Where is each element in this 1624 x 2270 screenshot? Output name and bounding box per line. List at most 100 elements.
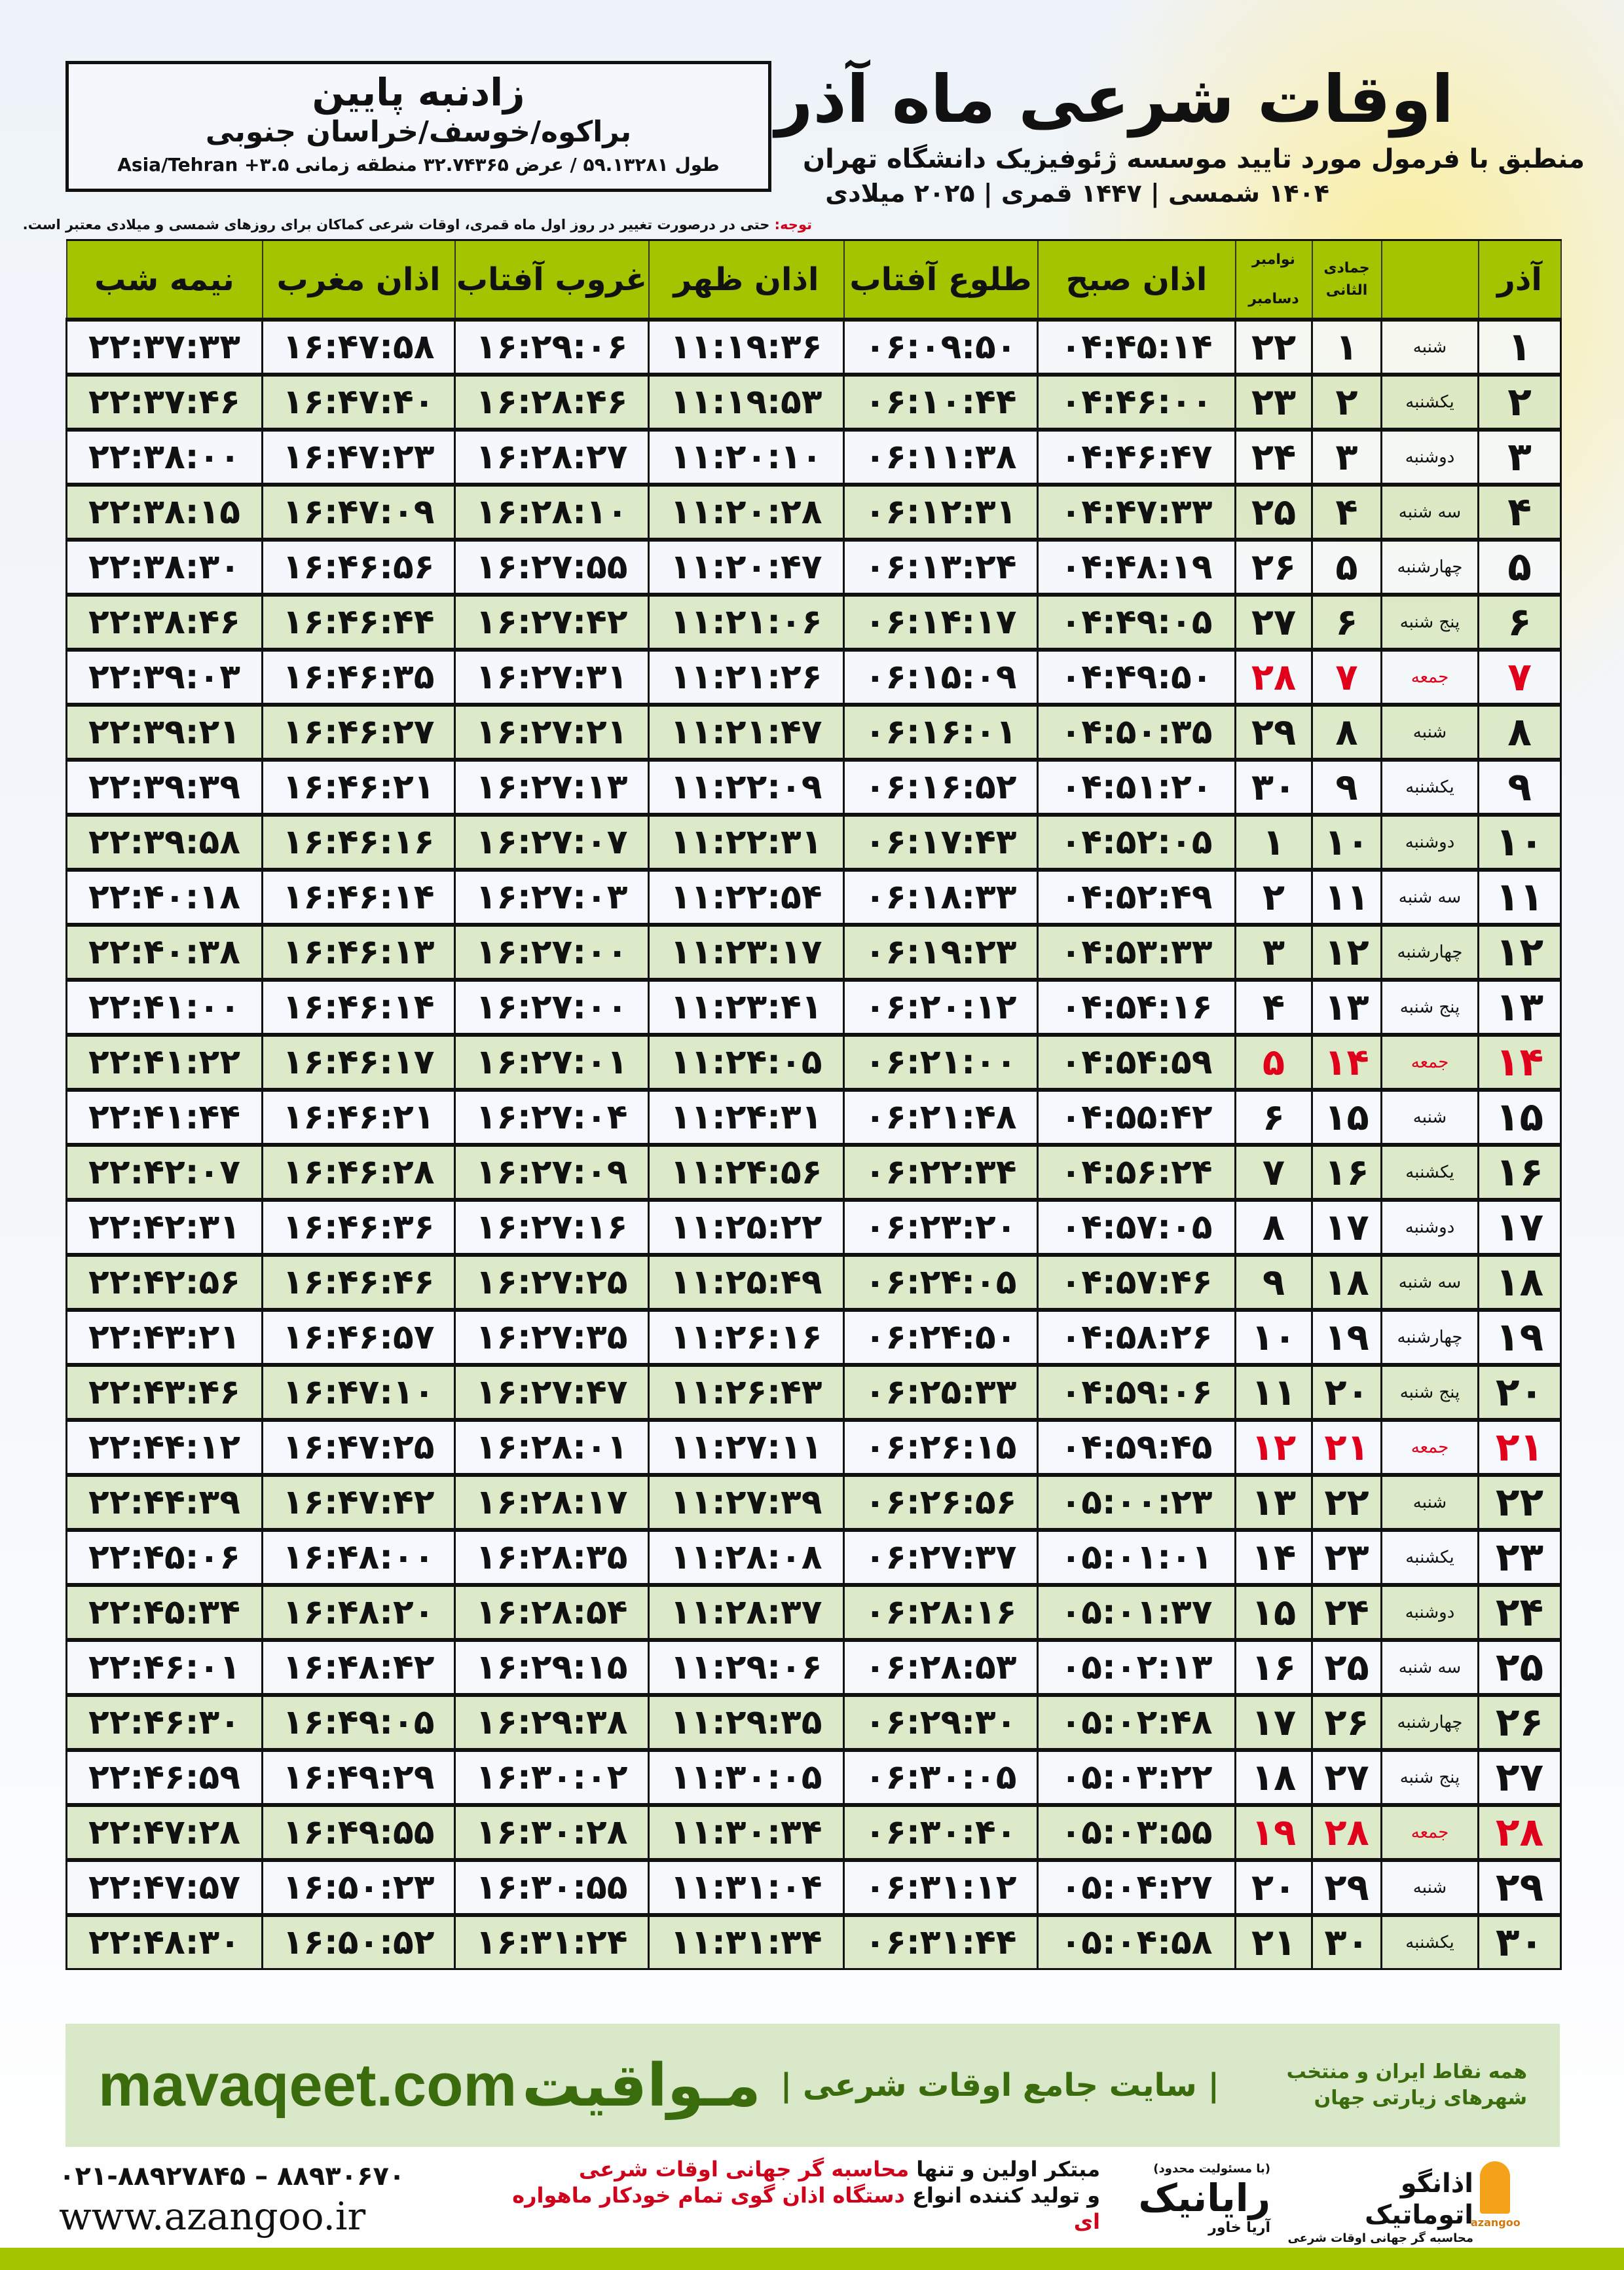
weekday: شنبه — [1380, 1858, 1479, 1916]
table-row: ۶ پنج شنبه ۶ ۲۷ ۰۴:۴۹:۰۵ ۰۶:۱۴:۱۷ ۱۱:۲۱:۰۶ ۱۶:۲… — [65, 593, 1562, 651]
time-maghrib: ۱۶:۴۶:۱۷ — [261, 1033, 456, 1091]
day-gregorian: ۲۶ — [1234, 538, 1313, 596]
table-row: ۲۷ پنج شنبه ۲۷ ۱۸ ۰۵:۰۳:۲۲ ۰۶:۳۰:۰۵ ۱۱:۳۰:۰۵ ۱۶… — [65, 1748, 1562, 1806]
time-ghorub: ۱۶:۳۰:۰۲ — [454, 1748, 650, 1806]
time-tolu: ۰۶:۳۱:۴۴ — [843, 1913, 1039, 1970]
time-ghorub: ۱۶:۲۸:۱۰ — [454, 483, 650, 541]
time-maghrib: ۱۶:۴۶:۴۶ — [261, 1253, 456, 1311]
table-row: ۲۵ سه شنبه ۲۵ ۱۶ ۰۵:۰۲:۱۳ ۰۶:۲۸:۵۳ ۱۱:۲۹:۰۶ ۱۶:… — [65, 1638, 1562, 1696]
promo-line1-a: مبتکر اولین و تنها — [909, 2157, 1100, 2182]
time-tolu: ۰۶:۲۰:۱۲ — [843, 978, 1039, 1036]
time-sobh: ۰۴:۵۲:۴۹ — [1037, 868, 1236, 926]
time-zohr: ۱۱:۲۷:۱۱ — [648, 1418, 845, 1476]
time-ghorub: ۱۶:۳۱:۲۴ — [454, 1913, 650, 1970]
table-row: ۲۳ یکشنبه ۲۳ ۱۴ ۰۵:۰۱:۰۱ ۰۶:۲۷:۳۷ ۱۱:۲۸:۰۸ ۱۶:۲… — [65, 1528, 1562, 1586]
day-gregorian: ۳۰ — [1234, 758, 1313, 816]
time-tolu: ۰۶:۲۷:۳۷ — [843, 1528, 1039, 1586]
day-gregorian: ۲۹ — [1234, 703, 1313, 761]
time-tolu: ۰۶:۱۰:۴۴ — [843, 373, 1039, 431]
time-ghorub: ۱۶:۲۷:۰۳ — [454, 868, 650, 926]
day-azar: ۳۰ — [1477, 1913, 1562, 1970]
weekday: سه شنبه — [1380, 868, 1479, 926]
note-label: توجه: — [774, 217, 812, 233]
azangoo-en: azangoo — [1471, 2216, 1521, 2229]
time-ghorub: ۱۶:۲۷:۲۵ — [454, 1253, 650, 1311]
day-qamari: ۲۹ — [1311, 1858, 1382, 1916]
day-gregorian: ۵ — [1234, 1033, 1313, 1091]
weekday: دوشنبه — [1380, 813, 1479, 871]
day-gregorian: ۲۷ — [1234, 593, 1313, 651]
time-zohr: ۱۱:۲۴:۰۵ — [648, 1033, 845, 1091]
header-sobh: اذان صبح — [1037, 239, 1236, 321]
weekday: دوشنبه — [1380, 1198, 1479, 1256]
day-azar: ۴ — [1477, 483, 1562, 541]
time-maghrib: ۱۶:۴۹:۵۵ — [261, 1803, 456, 1861]
day-azar: ۱۲ — [1477, 923, 1562, 981]
weekday: یکشنبه — [1380, 1143, 1479, 1201]
time-ghorub: ۱۶:۳۰:۲۸ — [454, 1803, 650, 1861]
day-azar: ۵ — [1477, 538, 1562, 596]
time-zohr: ۱۱:۲۵:۲۲ — [648, 1198, 845, 1256]
time-sobh: ۰۴:۴۸:۱۹ — [1037, 538, 1236, 596]
table-row: ۱۲ چهارشنبه ۱۲ ۳ ۰۴:۵۳:۳۳ ۰۶:۱۹:۲۳ ۱۱:۲۳:۱۷ ۱۶:… — [65, 923, 1562, 981]
time-maghrib: ۱۶:۴۸:۰۰ — [261, 1528, 456, 1586]
day-gregorian: ۲۴ — [1234, 428, 1313, 486]
time-nimeshab: ۲۲:۳۹:۳۹ — [65, 758, 263, 816]
mavaqeet-logo: مـواقیت — [522, 2051, 761, 2120]
time-maghrib: ۱۶:۴۶:۲۸ — [261, 1143, 456, 1201]
time-nimeshab: ۲۲:۴۱:۴۴ — [65, 1088, 263, 1146]
time-zohr: ۱۱:۳۱:۰۴ — [648, 1858, 845, 1916]
time-tolu: ۰۶:۲۵:۳۳ — [843, 1363, 1039, 1421]
time-zohr: ۱۱:۲۹:۳۵ — [648, 1693, 845, 1751]
time-ghorub: ۱۶:۲۷:۱۶ — [454, 1198, 650, 1256]
time-nimeshab: ۲۲:۴۶:۰۱ — [65, 1638, 263, 1696]
weekday: پنج شنبه — [1380, 1363, 1479, 1421]
weekday: دوشنبه — [1380, 428, 1479, 486]
day-azar: ۲۳ — [1477, 1528, 1562, 1586]
day-azar: ۲۱ — [1477, 1418, 1562, 1476]
time-maghrib: ۱۶:۴۶:۱۴ — [261, 978, 456, 1036]
day-qamari: ۱۶ — [1311, 1143, 1382, 1201]
time-nimeshab: ۲۲:۴۵:۰۶ — [65, 1528, 263, 1586]
dome-icon — [1480, 2161, 1510, 2214]
time-tolu: ۰۶:۱۵:۰۹ — [843, 648, 1039, 706]
time-ghorub: ۱۶:۲۷:۱۳ — [454, 758, 650, 816]
time-ghorub: ۱۶:۲۷:۲۱ — [454, 703, 650, 761]
table-row: ۵ چهارشنبه ۵ ۲۶ ۰۴:۴۸:۱۹ ۰۶:۱۳:۲۴ ۱۱:۲۰:۴۷ ۱۶:۲… — [65, 538, 1562, 596]
time-maghrib: ۱۶:۴۶:۱۶ — [261, 813, 456, 871]
weekday: شنبه — [1380, 703, 1479, 761]
day-gregorian: ۱۰ — [1234, 1308, 1313, 1366]
mavaqeet-banner: مـواقیت | سایت جامع اوقات شرعی | همه نقا… — [65, 2024, 1560, 2147]
weekday: جمعه — [1380, 648, 1479, 706]
day-qamari: ۱۲ — [1311, 923, 1382, 981]
weekday: سه شنبه — [1380, 483, 1479, 541]
time-zohr: ۱۱:۲۳:۱۷ — [648, 923, 845, 981]
weekday: یکشنبه — [1380, 1528, 1479, 1586]
mavaqeet-url[interactable]: mavaqeet.com — [98, 2051, 517, 2119]
rayanik-small: (با مسئولیت محدود) — [1153, 2162, 1270, 2176]
time-zohr: ۱۱:۲۸:۳۷ — [648, 1583, 845, 1641]
table-header-row: آذر جمادی الثانی نوامبر دسامبر اذان صبح … — [65, 239, 1562, 321]
day-gregorian: ۱۲ — [1234, 1418, 1313, 1476]
time-maghrib: ۱۶:۴۷:۰۹ — [261, 483, 456, 541]
time-zohr: ۱۱:۲۱:۰۶ — [648, 593, 845, 651]
time-maghrib: ۱۶:۴۶:۲۱ — [261, 1088, 456, 1146]
time-nimeshab: ۲۲:۳۷:۴۶ — [65, 373, 263, 431]
table-row: ۲۰ پنج شنبه ۲۰ ۱۱ ۰۴:۵۹:۰۶ ۰۶:۲۵:۳۳ ۱۱:۲۶:۴۳ ۱۶… — [65, 1363, 1562, 1421]
time-tolu: ۰۶:۳۰:۰۵ — [843, 1748, 1039, 1806]
time-zohr: ۱۱:۲۶:۴۳ — [648, 1363, 845, 1421]
time-zohr: ۱۱:۲۸:۰۸ — [648, 1528, 845, 1586]
table-row: ۹ یکشنبه ۹ ۳۰ ۰۴:۵۱:۲۰ ۰۶:۱۶:۵۲ ۱۱:۲۲:۰۹ ۱۶:۲۷:… — [65, 758, 1562, 816]
time-sobh: ۰۴:۵۵:۴۲ — [1037, 1088, 1236, 1146]
day-azar: ۱۰ — [1477, 813, 1562, 871]
table-row: ۱ شنبه ۱ ۲۲ ۰۴:۴۵:۱۴ ۰۶:۰۹:۵۰ ۱۱:۱۹:۳۶ ۱۶:۲۹:۰۶… — [65, 318, 1562, 376]
time-sobh: ۰۴:۵۹:۴۵ — [1037, 1418, 1236, 1476]
time-sobh: ۰۵:۰۴:۵۸ — [1037, 1913, 1236, 1970]
header-ghorub: غروب آفتاب — [454, 239, 650, 321]
azangoo-url[interactable]: www.azangoo.ir — [59, 2194, 366, 2239]
time-ghorub: ۱۶:۲۷:۰۰ — [454, 978, 650, 1036]
header-zohr: اذان ظهر — [648, 239, 845, 321]
table-row: ۱۰ دوشنبه ۱۰ ۱ ۰۴:۵۲:۰۵ ۰۶:۱۷:۴۳ ۱۱:۲۲:۳۱ ۱۶:۲۷… — [65, 813, 1562, 871]
time-tolu: ۰۶:۲۴:۵۰ — [843, 1308, 1039, 1366]
rayanik-sub: آریا خاور — [1208, 2220, 1270, 2236]
